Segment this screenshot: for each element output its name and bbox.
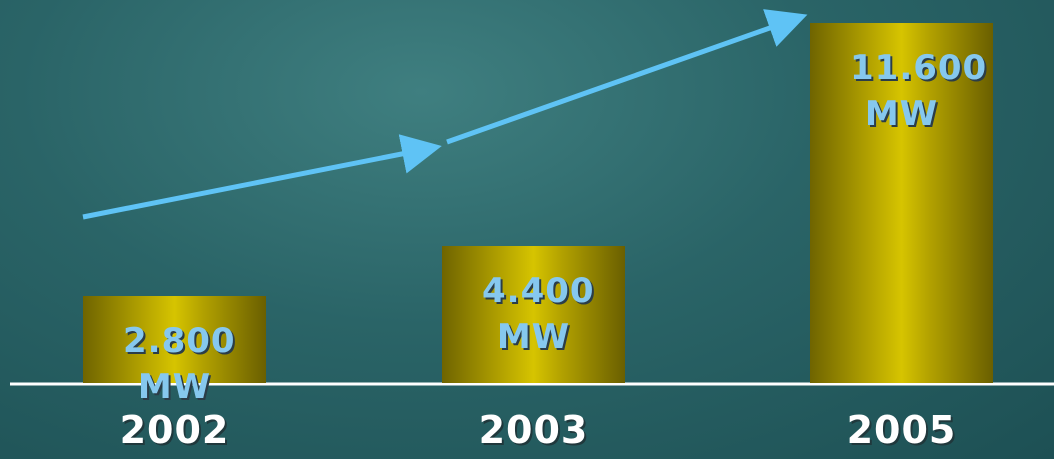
bar xyxy=(83,296,266,383)
value-label: 2.800 MW xyxy=(123,321,236,408)
trend-arrow xyxy=(82,134,442,220)
value-label: 4.400 MW xyxy=(482,271,595,358)
value-label: 11.600 MW xyxy=(850,48,988,134)
x-tick-label: 2003 xyxy=(478,408,589,452)
bar xyxy=(810,23,993,383)
x-tick-label: 2002 xyxy=(119,408,230,452)
bar xyxy=(442,246,625,383)
trend-arrow xyxy=(446,9,808,145)
x-tick-label: 2005 xyxy=(846,408,957,452)
